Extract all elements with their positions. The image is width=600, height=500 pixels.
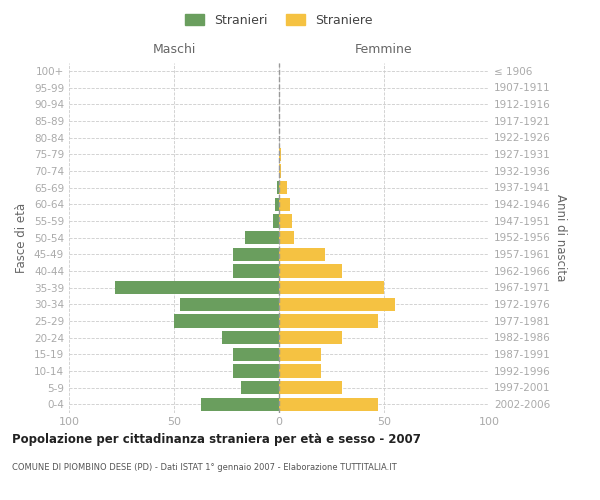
Bar: [272, 214, 279, 228]
Bar: [279, 264, 342, 278]
Bar: [233, 348, 279, 361]
Text: Femmine: Femmine: [355, 43, 413, 56]
Bar: [223, 331, 279, 344]
Bar: [233, 264, 279, 278]
Bar: [275, 198, 279, 211]
Bar: [279, 281, 384, 294]
Bar: [115, 281, 279, 294]
Y-axis label: Anni di nascita: Anni di nascita: [554, 194, 567, 281]
Bar: [279, 164, 281, 177]
Bar: [279, 231, 294, 244]
Legend: Stranieri, Straniere: Stranieri, Straniere: [181, 8, 377, 32]
Bar: [181, 298, 279, 311]
Bar: [202, 398, 279, 411]
Text: COMUNE DI PIOMBINO DESE (PD) - Dati ISTAT 1° gennaio 2007 - Elaborazione TUTTITA: COMUNE DI PIOMBINO DESE (PD) - Dati ISTA…: [12, 462, 397, 471]
Bar: [233, 248, 279, 261]
Bar: [279, 298, 395, 311]
Y-axis label: Fasce di età: Fasce di età: [16, 202, 28, 272]
Bar: [279, 248, 325, 261]
Text: Maschi: Maschi: [152, 43, 196, 56]
Bar: [245, 231, 279, 244]
Bar: [174, 314, 279, 328]
Bar: [279, 331, 342, 344]
Bar: [279, 364, 321, 378]
Bar: [279, 148, 281, 161]
Bar: [279, 198, 290, 211]
Bar: [279, 381, 342, 394]
Bar: [279, 314, 378, 328]
Text: Popolazione per cittadinanza straniera per età e sesso - 2007: Popolazione per cittadinanza straniera p…: [12, 432, 421, 446]
Bar: [277, 181, 279, 194]
Bar: [233, 364, 279, 378]
Bar: [279, 181, 287, 194]
Bar: [241, 381, 279, 394]
Bar: [279, 398, 378, 411]
Bar: [279, 348, 321, 361]
Bar: [279, 214, 292, 228]
